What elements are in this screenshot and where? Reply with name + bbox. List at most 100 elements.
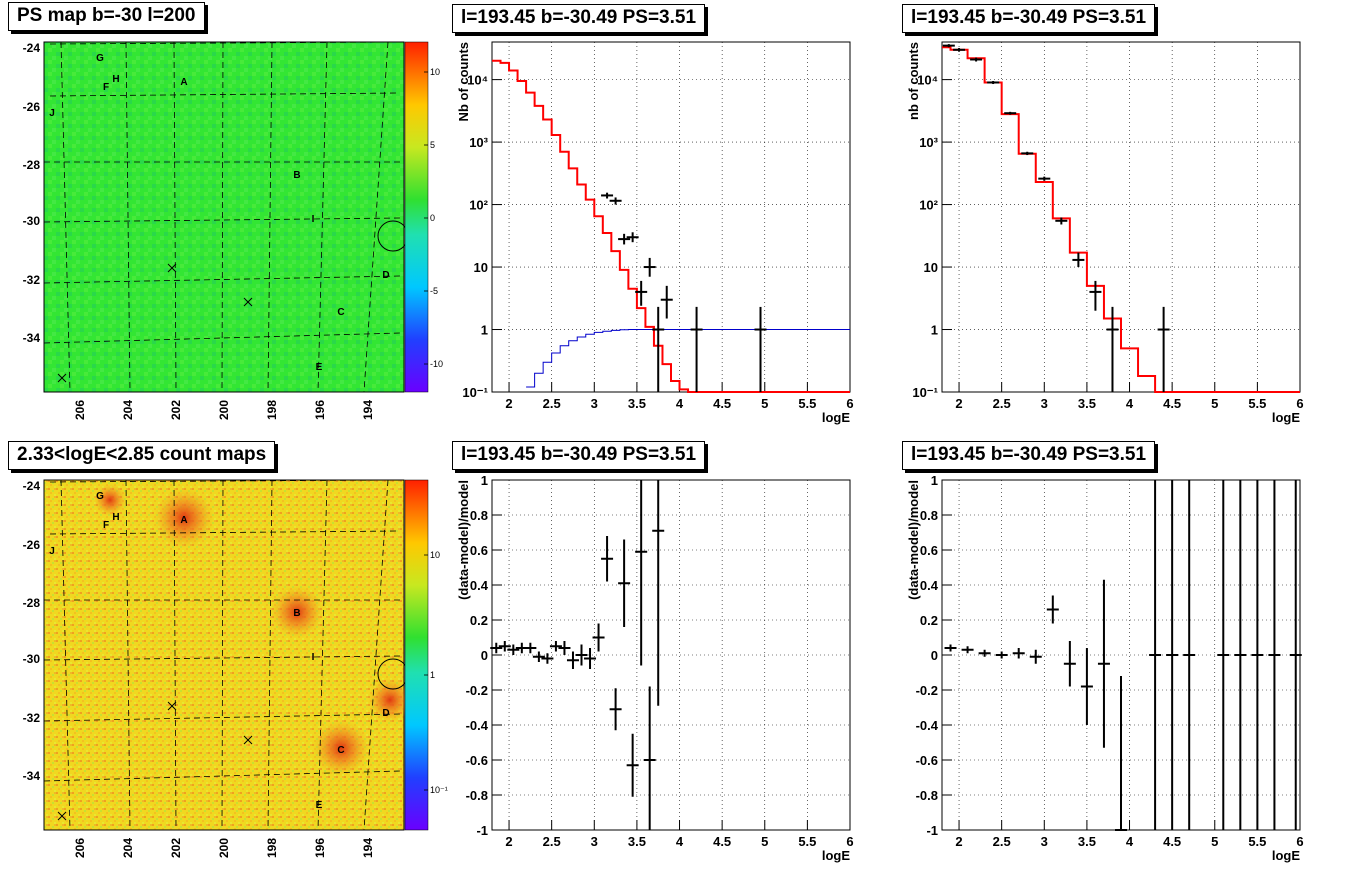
- y-tick-label: 0: [481, 648, 488, 663]
- source-label: E: [316, 362, 323, 373]
- map-y-tick: -32: [23, 273, 41, 287]
- graticule-line: [221, 479, 224, 831]
- hot-spot: [154, 488, 214, 548]
- y-tick-label: 10⁴: [917, 73, 938, 88]
- map-x-tick: 200: [217, 400, 231, 420]
- ratio-left-title: l=193.45 b=-30.49 PS=3.51: [452, 441, 706, 470]
- x-tick-label: 5: [761, 834, 768, 849]
- map-x-tick: 198: [265, 838, 279, 858]
- palette-tick-label: 0: [430, 213, 435, 223]
- hot-spot: [94, 484, 126, 516]
- palette-tick-label: 10: [430, 67, 440, 77]
- x-tick-label: 4: [1126, 834, 1134, 849]
- y-tick-label: 1: [481, 473, 488, 488]
- x-tick-label: 2.5: [993, 834, 1011, 849]
- hot-spot: [368, 678, 412, 722]
- source-label: F: [103, 520, 109, 531]
- map-y-tick: -34: [23, 769, 41, 783]
- color-palette: [404, 41, 429, 393]
- y-tick-label: -0.6: [466, 753, 488, 768]
- y-tick-label: 10: [924, 260, 938, 275]
- ps-map-title: PS map b=-30 l=200: [8, 2, 205, 31]
- source-label: D: [382, 270, 389, 281]
- x-tick-label: 2.5: [543, 396, 561, 411]
- y-axis-label: nb of counts: [906, 42, 921, 120]
- x-axis-label: logE: [822, 848, 850, 863]
- map-y-tick: -26: [23, 538, 41, 552]
- y-tick-label: -1: [476, 823, 488, 838]
- graticule-line: [49, 41, 401, 45]
- y-axis-label: Nb of counts: [456, 42, 471, 121]
- y-tick-label: 10²: [919, 198, 938, 213]
- count-map-panel: GHF A J B I D C E -24 -26 -28 -30 -32 -34 206 204 202 200…: [23, 479, 448, 858]
- hot-spot: [271, 586, 323, 638]
- y-tick-label: 0.6: [470, 543, 488, 558]
- graticule-line: [173, 479, 177, 831]
- y-tick-label: 0.4: [470, 578, 489, 593]
- palette-tick-label: -5: [430, 286, 438, 296]
- x-tick-label: 6: [1296, 834, 1303, 849]
- x-tick-label: 2: [955, 834, 962, 849]
- y-tick-label: 10²: [469, 198, 488, 213]
- graticule-line: [267, 41, 273, 393]
- y-axis-label: (data-model)/model: [906, 480, 921, 600]
- source-label: C: [337, 307, 344, 318]
- spectrum-left-title: l=193.45 b=-30.49 PS=3.51: [452, 4, 706, 33]
- graticule-line: [363, 479, 389, 831]
- cross-mark: [167, 263, 177, 273]
- map-y-tick: -24: [23, 41, 41, 55]
- map-x-tick: 202: [169, 400, 183, 420]
- y-tick-label: 0.2: [470, 613, 488, 628]
- y-tick-label: 0.2: [920, 613, 938, 628]
- y-tick-label: -0.8: [466, 788, 488, 803]
- source-label: F: [103, 82, 109, 93]
- source-label: D: [382, 708, 389, 719]
- graticule-line: [60, 479, 71, 831]
- x-tick-label: 5: [761, 396, 768, 411]
- cross-mark: [57, 373, 67, 383]
- map-x-tick: 204: [121, 838, 135, 858]
- x-tick-label: 6: [846, 396, 853, 411]
- graticule-line: [317, 41, 328, 393]
- source-label: A: [180, 77, 187, 88]
- x-tick-label: 4: [676, 834, 684, 849]
- x-tick-label: 6: [1296, 396, 1303, 411]
- map-x-tick: 196: [313, 838, 327, 858]
- x-tick-label: 5: [1211, 396, 1218, 411]
- y-axis-label: (data-model)/model: [456, 480, 471, 600]
- map-x-tick: 206: [73, 400, 87, 420]
- spectrum-right-title: l=193.45 b=-30.49 PS=3.51: [902, 4, 1156, 33]
- plot-frame: [491, 479, 851, 831]
- x-tick-label: 3: [591, 834, 598, 849]
- y-tick-label: -0.8: [916, 788, 938, 803]
- model-histogram: [942, 46, 1300, 393]
- palette-tick-label: -10: [430, 359, 443, 369]
- ratio-right-title: l=193.45 b=-30.49 PS=3.51: [902, 441, 1156, 470]
- map-y-tick: -34: [23, 331, 41, 345]
- graticule-line: [221, 41, 224, 393]
- spectrum_right-chart: 2 2.5 3 3.5 4 4.5 5 5.5 6 10⁻¹ 1 10 10² 10³ 10⁴ logE nb …: [906, 41, 1304, 425]
- x-tick-label: 3: [591, 396, 598, 411]
- x-axis-label: logE: [1272, 848, 1300, 863]
- model-histogram: [492, 59, 850, 393]
- x-tick-label: 3: [1041, 396, 1048, 411]
- x-tick-label: 4.5: [713, 834, 731, 849]
- y-tick-label: 10⁴: [467, 73, 488, 88]
- map-x-tick: 204: [121, 400, 135, 420]
- x-tick-label: 4.5: [1163, 834, 1181, 849]
- graticule-line: [363, 41, 389, 393]
- map-y-tick: -30: [23, 652, 41, 666]
- map-x-tick: 194: [361, 400, 375, 420]
- graticule-line: [49, 479, 401, 483]
- x-axis-label: logE: [1272, 410, 1300, 425]
- x-tick-label: 5.5: [1248, 396, 1266, 411]
- palette-tick-label: 10⁻¹: [430, 785, 448, 795]
- x-tick-label: 2: [505, 834, 512, 849]
- y-tick-label: 10³: [919, 135, 938, 150]
- y-tick-label: 10⁻¹: [462, 385, 488, 400]
- source-label: E: [316, 800, 323, 811]
- map-y-tick: -32: [23, 711, 41, 725]
- y-tick-label: 1: [931, 323, 938, 338]
- y-tick-label: 10⁻¹: [912, 385, 938, 400]
- x-tick-label: 2.5: [543, 834, 561, 849]
